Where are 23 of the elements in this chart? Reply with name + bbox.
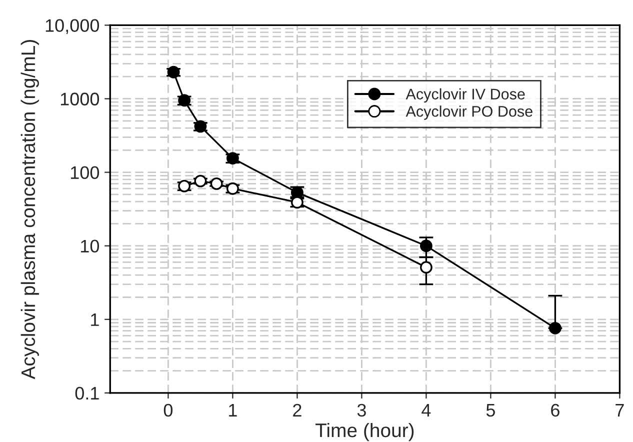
- legend-label: Acyclovir PO Dose: [406, 106, 532, 120]
- y-tick-label: 1000: [60, 92, 100, 106]
- point: [548, 322, 562, 334]
- point: [167, 66, 180, 78]
- point: [420, 261, 432, 274]
- x-tick-label: 2: [293, 404, 302, 416]
- point: [194, 120, 207, 133]
- x-tick-label: 1: [229, 404, 237, 416]
- y-axis-title: Acyclovir plasma concentration (ng/mL): [20, 40, 39, 380]
- x-axis-title: Time (hour): [315, 422, 414, 442]
- y-tick-label: 1: [91, 314, 99, 326]
- point: [420, 240, 432, 252]
- y-tick-label: 100: [70, 166, 100, 180]
- x-tick-label: 4: [422, 404, 431, 416]
- legend-label: Acyclovir IV Dose: [406, 88, 525, 103]
- x-tick-label: 3: [357, 404, 366, 417]
- x-tick-label: 7: [616, 404, 624, 416]
- x-tick-label: 0: [164, 404, 173, 417]
- x-tick-label: 5: [486, 404, 495, 417]
- x-tick-label: 6: [551, 404, 560, 417]
- y-tick-label: 10,000: [46, 19, 100, 34]
- y-tick-label: 0.1: [75, 386, 99, 400]
- y-tick-label: 10: [81, 240, 100, 253]
